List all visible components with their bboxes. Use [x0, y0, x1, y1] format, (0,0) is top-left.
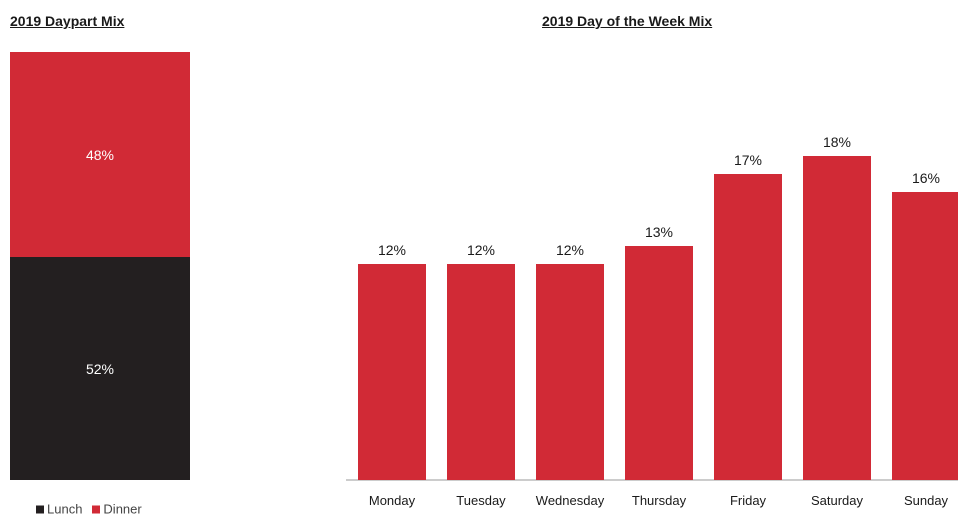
data-label-wednesday: 12%: [556, 242, 584, 258]
data-label-sunday: 16%: [912, 170, 940, 186]
lunch-segment-label: 52%: [85, 360, 115, 377]
legend-label-dinner: Dinner: [103, 501, 142, 517]
bar-thursday: [625, 246, 693, 480]
tick-label-friday: Friday: [730, 493, 767, 508]
tick-label-monday: Monday: [369, 493, 416, 508]
dinner-segment-label: 48%: [85, 146, 115, 163]
bar-saturday: [803, 156, 871, 480]
bar-friday: [714, 174, 782, 480]
tick-label-tuesday: Tuesday: [456, 493, 506, 508]
day-of-week-chart-title: 2019 Day of the Week Mix: [542, 13, 713, 29]
dinner-segment: 48%: [10, 52, 190, 258]
lunch-segment: 52%: [10, 257, 190, 480]
legend-swatch-lunch: [36, 505, 44, 513]
daypart-chart-title: 2019 Daypart Mix: [10, 13, 125, 29]
data-label-monday: 12%: [378, 242, 406, 258]
legend-swatch-dinner: [92, 505, 101, 513]
tick-label-thursday: Thursday: [632, 493, 687, 508]
data-label-tuesday: 12%: [467, 242, 495, 258]
tick-label-wednesday: Wednesday: [536, 493, 605, 508]
daypart-stacked-bar: 48% 52%: [10, 52, 190, 480]
legend-item-dinner: Dinner: [92, 501, 142, 517]
data-label-thursday: 13%: [645, 224, 673, 240]
data-label-friday: 17%: [734, 152, 762, 168]
bar-tuesday: [447, 264, 515, 480]
bar-sunday: [892, 192, 958, 480]
legend-item-lunch: Lunch: [36, 502, 82, 517]
bar-wednesday: [536, 264, 604, 480]
data-label-saturday: 18%: [823, 134, 851, 150]
legend-label-lunch: Lunch: [47, 501, 83, 517]
tick-label-saturday: Saturday: [811, 493, 864, 508]
daypart-legend: Lunch Dinner: [36, 502, 142, 517]
bar-monday: [358, 264, 426, 480]
tick-label-sunday: Sunday: [904, 493, 949, 508]
